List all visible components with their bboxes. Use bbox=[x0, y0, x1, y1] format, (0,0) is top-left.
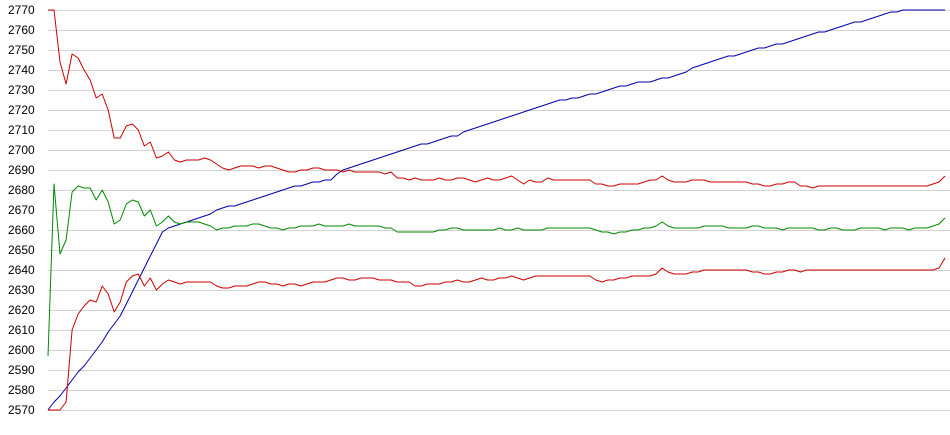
gridlines bbox=[48, 10, 950, 411]
y-tick-label: 2600 bbox=[8, 343, 35, 357]
y-tick-label: 2740 bbox=[8, 63, 35, 77]
y-tick-label: 2730 bbox=[8, 83, 35, 97]
y-tick-label: 2570 bbox=[8, 403, 35, 417]
y-tick-label: 2760 bbox=[8, 23, 35, 37]
y-tick-label: 2620 bbox=[8, 303, 35, 317]
y-axis-tick-labels: 2570 2580 2590 2600 2610 2620 2630 2640 2650 2660… bbox=[8, 3, 35, 417]
y-tick-label: 2610 bbox=[8, 323, 35, 337]
series-lines bbox=[47, 9, 946, 411]
y-tick-label: 2640 bbox=[8, 263, 35, 277]
y-tick-label: 2630 bbox=[8, 283, 35, 297]
series-line-3 bbox=[47, 183, 946, 357]
y-tick-label: 2710 bbox=[8, 123, 35, 137]
y-tick-label: 2660 bbox=[8, 223, 35, 237]
series-line-2 bbox=[48, 9, 946, 189]
y-tick-label: 2700 bbox=[8, 143, 35, 157]
series-line-1 bbox=[47, 9, 945, 411]
y-tick-label: 2650 bbox=[8, 243, 35, 257]
y-tick-label: 2720 bbox=[8, 103, 35, 117]
y-tick-label: 2670 bbox=[8, 203, 35, 217]
series-line-4 bbox=[48, 257, 946, 411]
y-tick-label: 2590 bbox=[8, 363, 35, 377]
y-tick-label: 2690 bbox=[8, 163, 35, 177]
y-tick-label: 2750 bbox=[8, 43, 35, 57]
y-tick-label: 2770 bbox=[8, 3, 35, 17]
y-tick-label: 2580 bbox=[8, 383, 35, 397]
y-tick-label: 2680 bbox=[8, 183, 35, 197]
